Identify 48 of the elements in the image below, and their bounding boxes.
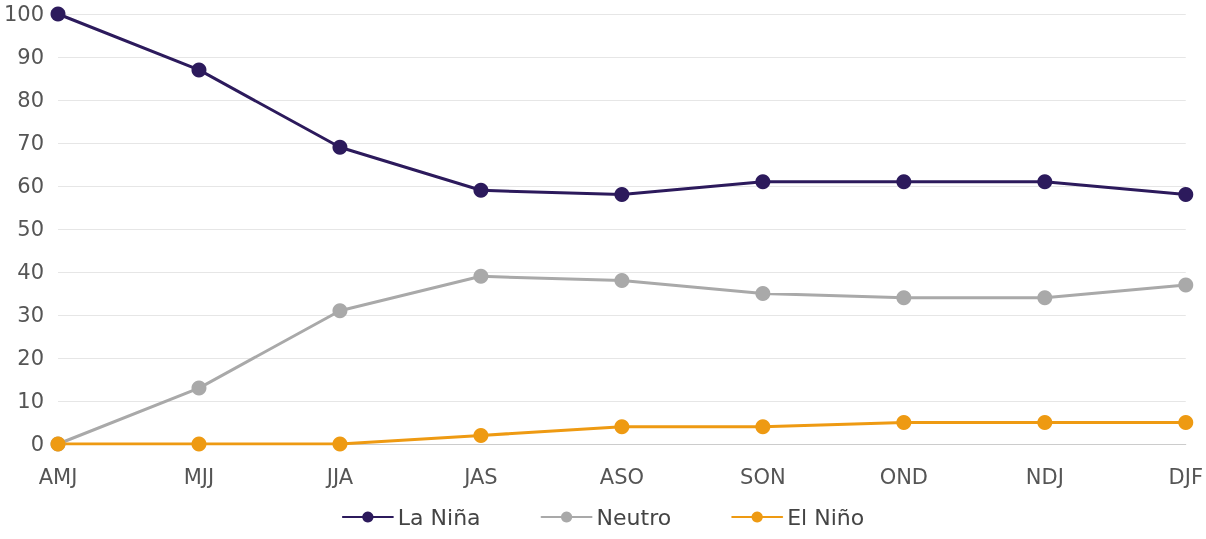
point [1037,174,1053,190]
point [755,286,771,301]
y-tick-label: 60 [17,174,44,198]
point [1037,415,1053,430]
y-tick-label: 90 [17,45,44,69]
x-tick-label: MJJ [183,464,215,489]
point [614,187,630,203]
point [473,427,489,443]
x-tick-label: JAS [462,464,498,489]
x-tick-label: OND [879,464,929,489]
point [1178,415,1194,430]
point [1178,187,1194,203]
point [896,415,912,430]
y-tick-label: 70 [17,131,44,155]
x-tick-label: ASO [599,464,645,489]
x-tick-label: JJA [324,464,354,489]
legend-label: Neutro [596,504,672,530]
point [896,174,912,190]
y-tick-label: 30 [17,303,44,327]
y-tick-label: 20 [17,346,44,370]
x-tick-label: NDJ [1025,464,1064,489]
point [332,303,348,319]
legend-label: La Niña [397,504,481,530]
point [755,174,771,190]
y-tick-label: 0 [30,432,44,456]
point [473,182,489,198]
point [332,139,348,155]
y-tick-label: 80 [17,88,44,112]
y-tick-label: 50 [17,217,44,241]
legend-label: El Niño [787,504,865,530]
point [1178,277,1194,293]
x-tick-label: SON [740,464,786,489]
point [1037,290,1053,306]
point [50,6,66,22]
point [755,419,771,435]
point [896,290,912,306]
point [191,380,207,396]
point [332,436,348,452]
x-tick-label: AMJ [38,464,78,489]
point [191,62,207,78]
point [473,268,489,284]
y-tick-label: 40 [17,260,44,284]
y-tick-label: 100 [3,2,44,26]
y-tick-label: 10 [17,389,44,413]
point [191,436,207,452]
point [614,273,630,289]
point [614,419,630,435]
x-tick-label: DJF [1168,464,1204,489]
